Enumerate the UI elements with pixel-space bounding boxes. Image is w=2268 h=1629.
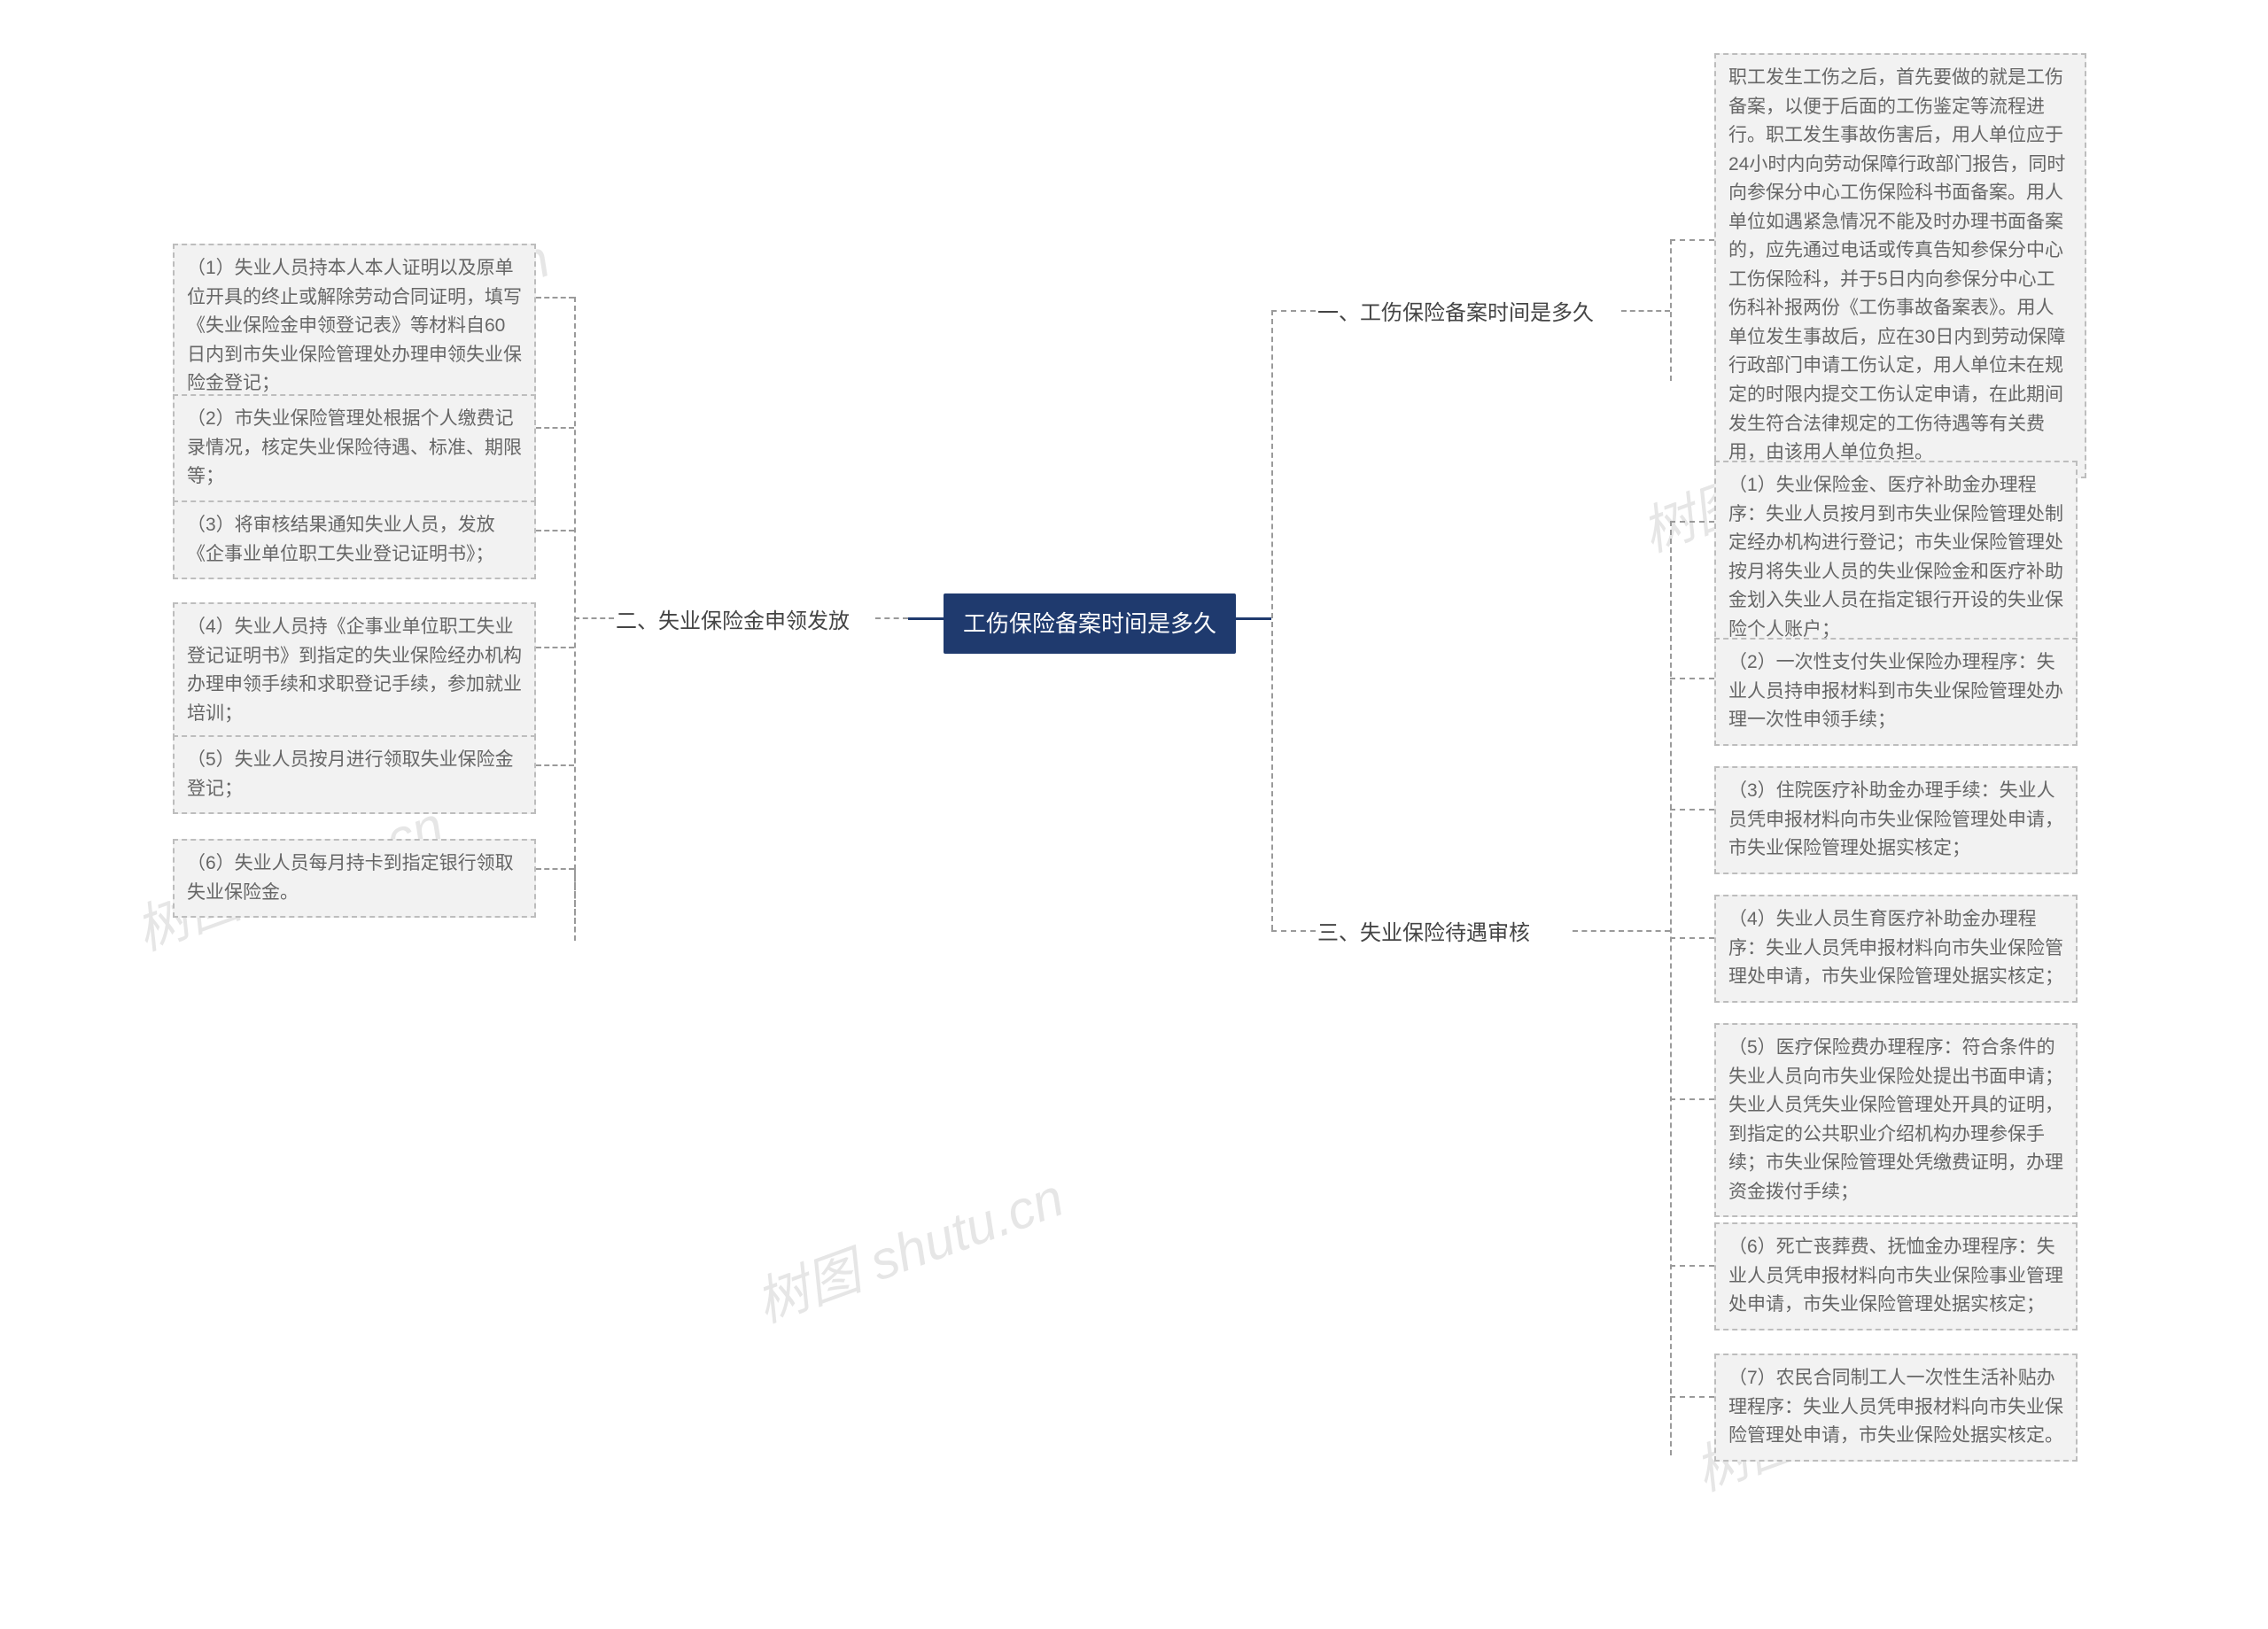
connector (536, 530, 574, 531)
connector (1670, 239, 1714, 241)
connector (1271, 310, 1316, 312)
connector (875, 617, 908, 619)
connector (1670, 678, 1714, 679)
leaf-text: （4）失业人员生育医疗补助金办理程序：失业人员凭申报材料向市失业保险管理处申请，… (1728, 909, 2063, 987)
leaf-b3-5: （5）医疗保险费办理程序：符合条件的失业人员向市失业保险处提出书面申请；失业人员… (1714, 1023, 2078, 1217)
bracket (1271, 310, 1273, 930)
connector (1271, 930, 1316, 932)
leaf-b3-6: （6）死亡丧葬费、抚恤金办理程序：失业人员凭申报材料向市失业保险事业管理处申请，… (1714, 1222, 2078, 1330)
leaf-b1-1: 职工发生工伤之后，首先要做的就是工伤备案，以便于后面的工伤鉴定等流程进行。职工发… (1714, 53, 2086, 478)
leaf-b2-6: （6）失业人员每月持卡到指定银行领取失业保险金。 (173, 839, 536, 918)
connector (1670, 809, 1714, 811)
branch-2: 二、失业保险金申领发放 (616, 605, 850, 638)
connector-fix (574, 868, 576, 941)
leaf-b3-1: （1）失业保险金、医疗补助金办理程序：失业人员按月到市失业保险管理处制定经办机构… (1714, 461, 2078, 655)
leaf-text: （5）失业人员按月进行领取失业保险金登记； (187, 749, 514, 799)
connector (536, 764, 574, 766)
leaf-b2-3: （3）将审核结果通知失业人员，发放《企事业单位职工失业登记证明书》； (173, 500, 536, 579)
connector (1670, 1396, 1714, 1398)
root-label: 工伤保险备案时间是多久 (963, 610, 1216, 637)
connector (1573, 930, 1670, 932)
bracket (1670, 521, 1672, 1455)
branch-3-label: 三、失业保险待遇审核 (1317, 921, 1530, 945)
mindmap-root: 工伤保险备案时间是多久 (944, 593, 1236, 654)
connector (536, 868, 574, 870)
connector (1670, 1098, 1714, 1100)
bracket (574, 297, 576, 941)
leaf-text: （5）医疗保险费办理程序：符合条件的失业人员向市失业保险处提出书面申请；失业人员… (1728, 1037, 2063, 1202)
bracket (1670, 239, 1672, 381)
leaf-b3-7: （7）农民合同制工人一次性生活补贴办理程序：失业人员凭申报材料向市失业保险管理处… (1714, 1354, 2078, 1462)
connector (1621, 310, 1670, 312)
connector (536, 297, 574, 299)
leaf-text: （2）一次性支付失业保险办理程序：失业人员持申报材料到市失业保险管理处办理一次性… (1728, 652, 2063, 730)
leaf-text: （4）失业人员持《企事业单位职工失业登记证明书》到指定的失业保险经办机构办理申领… (187, 617, 522, 724)
branch-1-label: 一、工伤保险备案时间是多久 (1317, 301, 1594, 325)
leaf-text: （6）死亡丧葬费、抚恤金办理程序：失业人员凭申报材料向市失业保险事业管理处申请，… (1728, 1237, 2063, 1315)
leaf-b2-2: （2）市失业保险管理处根据个人缴费记录情况，核定失业保险待遇、标准、期限等； (173, 394, 536, 502)
connector (574, 617, 614, 619)
leaf-text: （7）农民合同制工人一次性生活补贴办理程序：失业人员凭申报材料向市失业保险管理处… (1728, 1368, 2063, 1446)
leaf-text: （2）市失业保险管理处根据个人缴费记录情况，核定失业保险待遇、标准、期限等； (187, 408, 522, 486)
connector (536, 427, 574, 429)
root-connector-left (908, 617, 944, 620)
root-connector-right (1236, 617, 1271, 620)
leaf-text: （6）失业人员每月持卡到指定银行领取失业保险金。 (187, 853, 514, 903)
connector (536, 647, 574, 648)
connector-fix (1670, 1396, 1672, 1455)
leaf-b2-1: （1）失业人员持本人本人证明以及原单位开具的终止或解除劳动合同证明，填写《失业保… (173, 244, 536, 409)
connector (1670, 1265, 1714, 1267)
leaf-text: （3）将审核结果通知失业人员，发放《企事业单位职工失业登记证明书》； (187, 515, 495, 564)
leaf-text: 职工发生工伤之后，首先要做的就是工伤备案，以便于后面的工伤鉴定等流程进行。职工发… (1728, 67, 2065, 462)
branch-3: 三、失业保险待遇审核 (1317, 917, 1530, 950)
leaf-b2-4: （4）失业人员持《企事业单位职工失业登记证明书》到指定的失业保险经办机构办理申领… (173, 602, 536, 739)
leaf-b3-2: （2）一次性支付失业保险办理程序：失业人员持申报材料到市失业保险管理处办理一次性… (1714, 638, 2078, 746)
leaf-text: （1）失业人员持本人本人证明以及原单位开具的终止或解除劳动合同证明，填写《失业保… (187, 258, 522, 393)
leaf-b2-5: （5）失业人员按月进行领取失业保险金登记； (173, 735, 536, 814)
branch-2-label: 二、失业保险金申领发放 (616, 609, 850, 633)
connector (1670, 937, 1714, 939)
leaf-b3-3: （3）住院医疗补助金办理手续：失业人员凭申报材料向市失业保险管理处申请，市失业保… (1714, 766, 2078, 874)
branch-1: 一、工伤保险备案时间是多久 (1317, 297, 1594, 330)
connector (1670, 521, 1714, 523)
leaf-text: （1）失业保险金、医疗补助金办理程序：失业人员按月到市失业保险管理处制定经办机构… (1728, 475, 2063, 640)
leaf-text: （3）住院医疗补助金办理手续：失业人员凭申报材料向市失业保险管理处申请，市失业保… (1728, 780, 2063, 858)
watermark: 树图 shutu.cn (744, 1157, 1075, 1345)
leaf-b3-4: （4）失业人员生育医疗补助金办理程序：失业人员凭申报材料向市失业保险管理处申请，… (1714, 895, 2078, 1003)
